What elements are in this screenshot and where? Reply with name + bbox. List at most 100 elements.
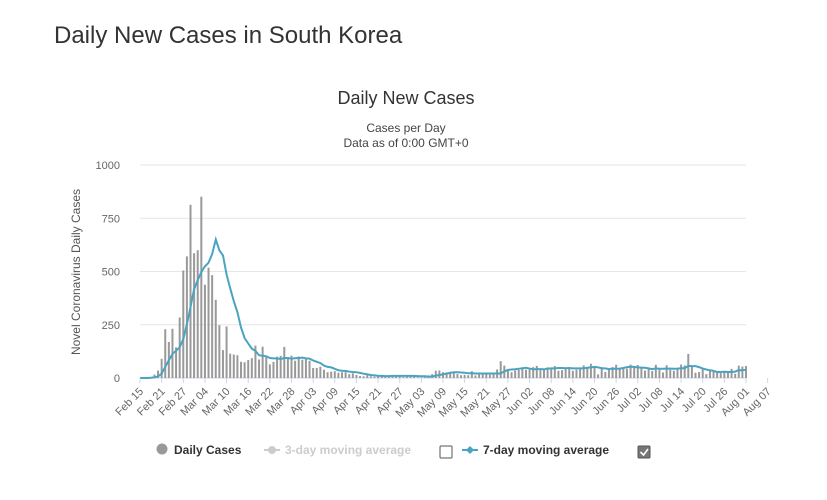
daily-cases-bar (636, 365, 639, 378)
daily-cases-bar (243, 362, 246, 378)
legend-marker-3-day (268, 446, 276, 454)
legend: Daily Cases 3-day moving average 7-day m… (156, 443, 651, 459)
daily-cases-bar (261, 346, 264, 378)
daily-cases-bar (304, 357, 307, 378)
daily-cases-bar (207, 267, 210, 378)
daily-cases-bar (492, 373, 495, 378)
page-title: Daily New Cases in South Korea (54, 22, 403, 49)
daily-cases-bar (467, 375, 470, 378)
daily-cases-bar (553, 366, 556, 378)
legend-item-3-day-average[interactable]: 3-day moving average (264, 443, 411, 457)
daily-cases-bar (625, 368, 628, 378)
daily-cases-bar (456, 373, 459, 378)
daily-cases-bar (185, 256, 188, 378)
daily-cases-bar (221, 350, 224, 378)
daily-cases-bar (683, 365, 686, 378)
legend-marker-daily-cases (156, 443, 168, 455)
daily-cases-bar (214, 299, 217, 378)
daily-cases-bar (499, 361, 502, 378)
daily-cases-bar (232, 354, 235, 378)
checkbox-3-day-average[interactable] (439, 445, 453, 459)
y-axis-label: Novel Coronavirus Daily Cases (69, 189, 83, 355)
legend-label-7-day: 7-day moving average (483, 443, 609, 457)
daily-cases-bar (449, 371, 452, 378)
daily-cases-bar (164, 329, 167, 378)
daily-cases-bar (535, 365, 538, 378)
daily-cases-bar (716, 371, 719, 378)
daily-cases-bar (286, 359, 289, 378)
daily-cases-bar (557, 370, 560, 378)
daily-cases-bar (622, 368, 625, 378)
gridlines (140, 164, 746, 379)
legend-marker-7-day (466, 446, 474, 454)
daily-cases-bar (694, 372, 697, 378)
daily-cases-bar (460, 375, 463, 378)
daily-cases-bar (514, 370, 517, 378)
daily-cases-bar (532, 367, 535, 378)
daily-cases-bar (200, 196, 203, 378)
daily-cases-bar (445, 372, 448, 378)
daily-cases-bar (377, 375, 380, 378)
daily-cases-bar (478, 373, 481, 378)
daily-cases-bar (218, 325, 221, 378)
daily-cases-bar (189, 204, 192, 378)
daily-cases-bar (730, 368, 733, 378)
daily-cases-bar (589, 363, 592, 378)
daily-cases-bar (348, 374, 351, 378)
daily-cases-bar (517, 369, 520, 378)
daily-cases-bar (607, 369, 610, 378)
daily-cases-bar (745, 366, 747, 378)
daily-cases-bar (582, 365, 585, 378)
daily-cases-bar (398, 376, 401, 378)
daily-cases-bar (297, 356, 300, 378)
legend-item-7-day-average[interactable]: 7-day moving average (462, 443, 609, 457)
check-icon (639, 448, 649, 457)
daily-cases-bar (405, 376, 408, 378)
daily-cases-bar (611, 367, 614, 378)
daily-cases-bar (651, 370, 654, 378)
daily-cases-bar (546, 367, 549, 378)
daily-cases-bar (182, 270, 185, 378)
daily-cases-bar (481, 373, 484, 378)
daily-cases-bar (373, 376, 376, 378)
daily-cases-bar (366, 375, 369, 378)
daily-cases-bar (690, 365, 693, 378)
daily-cases-bar (568, 367, 571, 378)
daily-cases-bar (575, 369, 578, 378)
checkbox-7-day-average[interactable] (637, 445, 651, 459)
daily-cases-bar (301, 359, 304, 378)
daily-cases-bar (240, 361, 242, 378)
daily-cases-bar (157, 370, 160, 378)
daily-cases-bar (333, 371, 336, 378)
daily-cases-bar (341, 372, 343, 378)
daily-cases-bar (712, 371, 715, 378)
seven-day-average-series (140, 235, 747, 379)
daily-cases-bar (330, 371, 333, 378)
daily-cases-bar (308, 360, 311, 378)
daily-cases-bar (597, 374, 600, 378)
daily-cases-bar (236, 355, 239, 378)
daily-cases-bar (312, 367, 315, 378)
daily-cases-bar (355, 375, 358, 378)
daily-cases-bar (290, 355, 293, 378)
daily-cases-bar (470, 371, 473, 378)
daily-cases-bar (723, 370, 726, 378)
daily-cases-bar (413, 376, 416, 378)
daily-cases-bar (452, 372, 455, 378)
daily-cases-bar (193, 253, 196, 378)
daily-cases-bar (564, 368, 567, 378)
daily-cases-bar (669, 369, 672, 378)
daily-cases-bar (326, 372, 329, 378)
daily-cases-bar (387, 376, 390, 378)
y-tick-label: 500 (102, 267, 120, 279)
daily-cases-bar (276, 356, 279, 378)
daily-cases-bar (211, 275, 214, 378)
daily-cases-bar (254, 345, 257, 378)
daily-cases-bar (160, 358, 163, 378)
daily-cases-bar (344, 372, 347, 378)
daily-cases-bar (485, 372, 488, 378)
daily-cases-bar (369, 376, 372, 378)
legend-item-daily-cases[interactable]: Daily Cases (156, 443, 242, 457)
daily-cases-bar (647, 368, 650, 378)
daily-cases-bar (322, 369, 325, 378)
